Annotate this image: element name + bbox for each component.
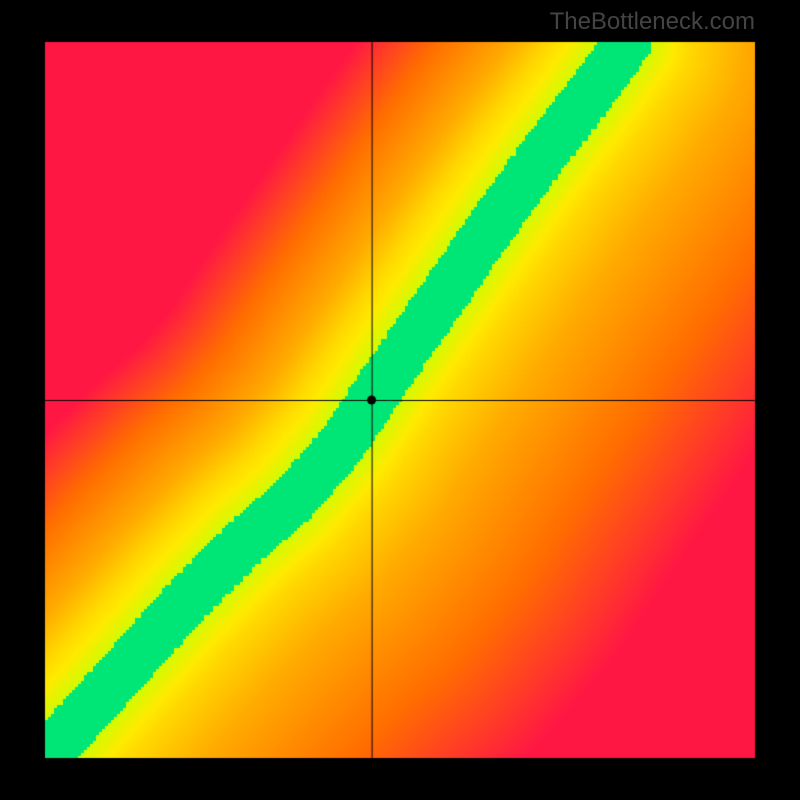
chart-container: TheBottleneck.com [0,0,800,800]
crosshair-overlay [0,0,800,800]
watermark-text: TheBottleneck.com [550,8,755,36]
